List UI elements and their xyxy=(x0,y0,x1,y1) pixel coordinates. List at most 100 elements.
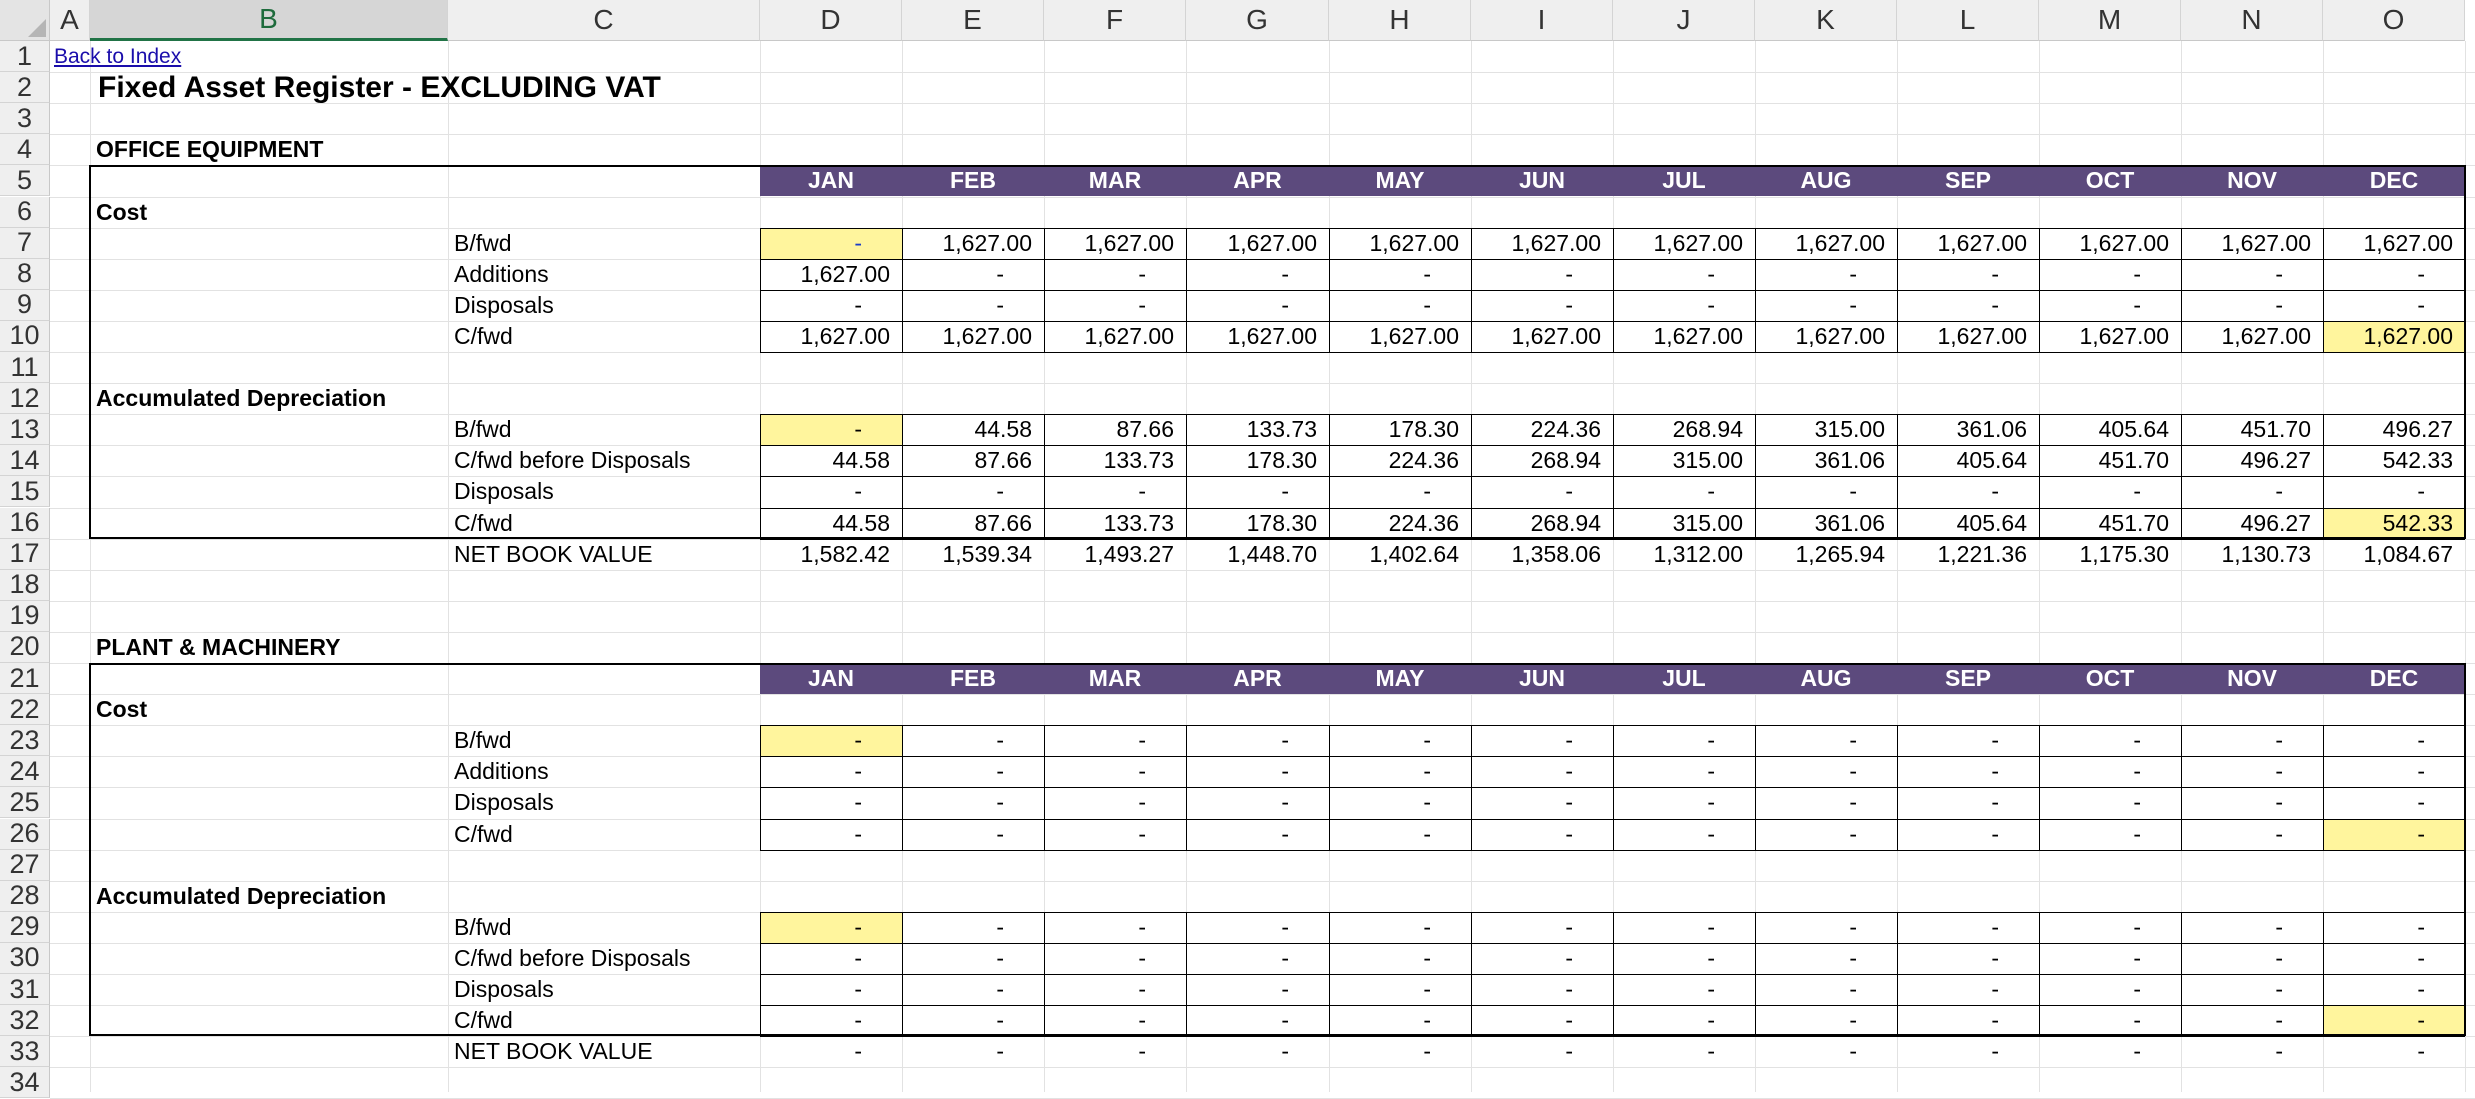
value-cell[interactable]: - xyxy=(2417,1038,2425,1065)
value-cell[interactable]: - xyxy=(1565,976,1573,1003)
select-all-corner[interactable] xyxy=(0,0,50,41)
column-header-a[interactable]: A xyxy=(50,0,90,41)
value-cell[interactable]: 1,627.00 xyxy=(2079,322,2169,349)
value-cell[interactable]: - xyxy=(1565,1038,1573,1065)
value-cell[interactable]: - xyxy=(1991,727,1999,754)
column-header-n[interactable]: N xyxy=(2181,0,2323,41)
value-cell[interactable]: 133.73 xyxy=(1103,447,1174,474)
value-cell[interactable]: - xyxy=(1849,820,1857,847)
row-header-34[interactable]: 34 xyxy=(0,1067,50,1099)
value-cell[interactable]: - xyxy=(2417,478,2425,505)
value-cell[interactable]: - xyxy=(1849,1007,1857,1034)
value-cell[interactable]: - xyxy=(1991,820,1999,847)
value-cell[interactable]: - xyxy=(1423,478,1431,505)
row-header-32[interactable]: 32 xyxy=(0,1005,50,1037)
value-cell[interactable]: 315.00 xyxy=(1672,447,1743,474)
value-cell[interactable]: 451.70 xyxy=(2098,447,2169,474)
value-cell[interactable]: 1,402.64 xyxy=(1369,540,1459,567)
value-cell[interactable]: - xyxy=(2417,944,2425,971)
row-header-18[interactable]: 18 xyxy=(0,569,50,601)
value-cell[interactable]: 133.73 xyxy=(1103,509,1174,536)
value-cell[interactable]: - xyxy=(2133,260,2141,287)
value-cell[interactable]: 1,448.70 xyxy=(1227,540,1317,567)
value-cell[interactable]: 1,130.73 xyxy=(2221,540,2311,567)
value-cell[interactable]: - xyxy=(1138,260,1146,287)
value-cell[interactable]: - xyxy=(1138,758,1146,785)
value-cell[interactable]: - xyxy=(1565,291,1573,318)
value-cell[interactable]: - xyxy=(996,1038,1004,1065)
value-cell[interactable]: 178.30 xyxy=(1388,416,1459,443)
value-cell[interactable]: 87.66 xyxy=(974,447,1032,474)
value-cell[interactable]: - xyxy=(996,913,1004,940)
back-to-index-link[interactable]: Back to Index xyxy=(54,44,182,68)
value-cell[interactable]: - xyxy=(2133,1038,2141,1065)
value-cell[interactable]: 496.27 xyxy=(2240,509,2311,536)
value-cell[interactable]: - xyxy=(1849,478,1857,505)
value-cell[interactable]: - xyxy=(996,478,1004,505)
value-cell[interactable]: - xyxy=(1707,478,1715,505)
value-cell[interactable]: - xyxy=(1138,789,1146,816)
value-cell[interactable]: - xyxy=(1707,1007,1715,1034)
value-cell[interactable]: - xyxy=(1707,944,1715,971)
value-cell[interactable]: - xyxy=(760,414,902,446)
value-cell[interactable]: - xyxy=(1707,820,1715,847)
value-cell[interactable]: 1,627.00 xyxy=(2221,229,2311,256)
value-cell[interactable]: - xyxy=(1138,820,1146,847)
value-cell[interactable]: 224.36 xyxy=(1388,447,1459,474)
value-cell[interactable]: - xyxy=(1138,976,1146,1003)
value-cell[interactable]: 268.94 xyxy=(1672,416,1743,443)
value-cell[interactable]: - xyxy=(1138,913,1146,940)
value-cell[interactable]: 268.94 xyxy=(1530,509,1601,536)
value-cell[interactable]: - xyxy=(2275,1038,2283,1065)
value-cell[interactable]: - xyxy=(1281,727,1289,754)
row-header-16[interactable]: 16 xyxy=(0,507,50,539)
value-cell[interactable]: - xyxy=(1138,1007,1146,1034)
column-header-g[interactable]: G xyxy=(1186,0,1329,41)
value-cell[interactable]: - xyxy=(2323,818,2465,850)
value-cell[interactable]: - xyxy=(1281,944,1289,971)
value-cell[interactable]: - xyxy=(1991,1038,1999,1065)
value-cell[interactable]: 1,627.00 xyxy=(1937,322,2027,349)
value-cell[interactable]: - xyxy=(1565,727,1573,754)
row-header-27[interactable]: 27 xyxy=(0,849,50,881)
value-cell[interactable]: - xyxy=(1991,1007,1999,1034)
value-cell[interactable]: 1,627.00 xyxy=(1511,229,1601,256)
value-cell[interactable]: - xyxy=(1707,913,1715,940)
row-header-9[interactable]: 9 xyxy=(0,289,50,321)
value-cell[interactable]: - xyxy=(1281,1038,1289,1065)
row-header-20[interactable]: 20 xyxy=(0,631,50,663)
row-header-28[interactable]: 28 xyxy=(0,880,50,912)
value-cell[interactable]: - xyxy=(1565,913,1573,940)
value-cell[interactable]: 1,493.27 xyxy=(1084,540,1174,567)
value-cell[interactable]: - xyxy=(1565,944,1573,971)
value-cell[interactable]: - xyxy=(2417,291,2425,318)
value-cell[interactable]: - xyxy=(1849,727,1857,754)
value-cell[interactable]: - xyxy=(1849,260,1857,287)
column-header-j[interactable]: J xyxy=(1613,0,1755,41)
column-header-m[interactable]: M xyxy=(2039,0,2181,41)
value-cell[interactable]: 451.70 xyxy=(2098,509,2169,536)
value-cell[interactable]: - xyxy=(854,1007,862,1034)
value-cell[interactable]: - xyxy=(1565,758,1573,785)
row-header-26[interactable]: 26 xyxy=(0,818,50,850)
column-header-h[interactable]: H xyxy=(1329,0,1471,41)
value-cell[interactable]: - xyxy=(2417,789,2425,816)
value-cell[interactable]: 224.36 xyxy=(1388,509,1459,536)
row-header-19[interactable]: 19 xyxy=(0,600,50,632)
value-cell[interactable]: - xyxy=(1281,789,1289,816)
value-cell[interactable]: - xyxy=(1565,789,1573,816)
row-header-10[interactable]: 10 xyxy=(0,320,50,352)
value-cell[interactable]: 542.33 xyxy=(2382,447,2453,474)
value-cell[interactable]: 1,627.00 xyxy=(942,322,1032,349)
row-header-29[interactable]: 29 xyxy=(0,911,50,943)
value-cell[interactable]: - xyxy=(1281,1007,1289,1034)
value-cell[interactable]: - xyxy=(2417,260,2425,287)
value-cell[interactable]: 405.64 xyxy=(1956,447,2027,474)
column-header-e[interactable]: E xyxy=(902,0,1044,41)
value-cell[interactable]: - xyxy=(1991,913,1999,940)
value-cell[interactable]: 1,627.00 xyxy=(1653,322,1743,349)
row-header-2[interactable]: 2 xyxy=(0,72,50,104)
value-cell[interactable]: - xyxy=(1423,1007,1431,1034)
value-cell[interactable]: - xyxy=(2275,260,2283,287)
column-header-k[interactable]: K xyxy=(1755,0,1897,41)
